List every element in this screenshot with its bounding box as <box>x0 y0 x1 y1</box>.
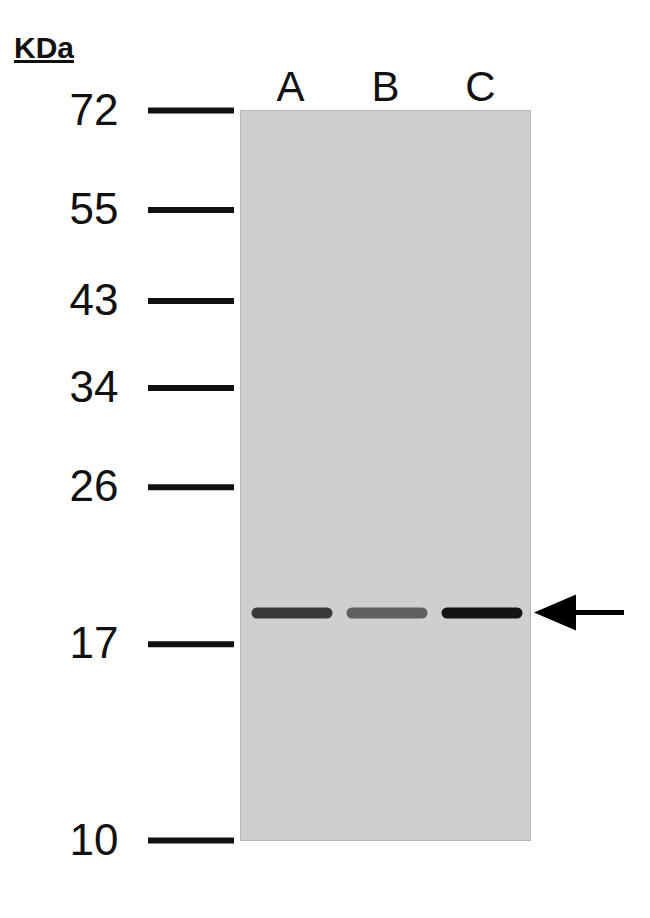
svg-text:43: 43 <box>70 275 119 324</box>
svg-text:26: 26 <box>70 461 119 510</box>
svg-text:34: 34 <box>70 362 119 411</box>
svg-text:10: 10 <box>70 815 119 864</box>
svg-text:17: 17 <box>70 618 119 667</box>
svg-text:C: C <box>465 63 495 110</box>
svg-text:B: B <box>371 63 399 110</box>
svg-text:KDa: KDa <box>14 31 74 64</box>
svg-text:A: A <box>276 63 304 110</box>
svg-text:72: 72 <box>70 85 119 134</box>
svg-text:55: 55 <box>70 184 119 233</box>
